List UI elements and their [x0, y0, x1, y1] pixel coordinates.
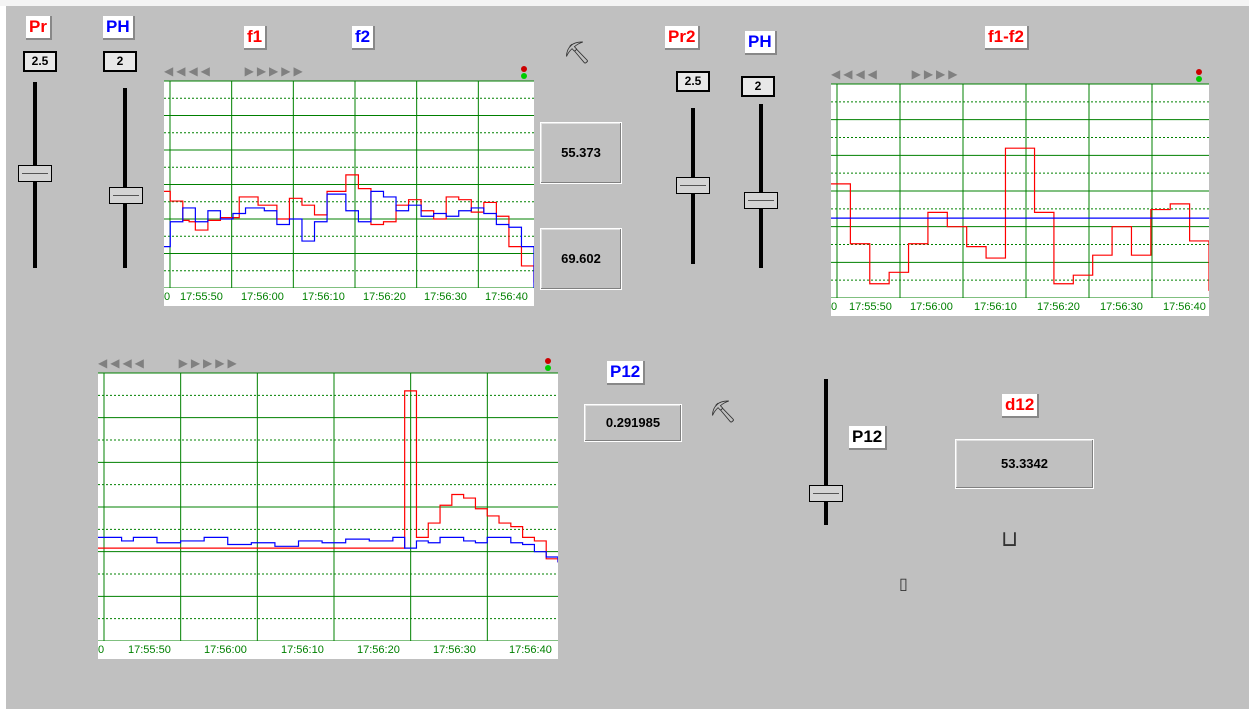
label-f1-f2: f1-f2 [985, 26, 1029, 50]
ph-right-slider-knob[interactable] [744, 192, 778, 209]
trend-f1-minus-f2[interactable]: ◀◀◀◀ ▶▶▶▶ 0 17:55:50 17:56:00 17:56:10 1… [831, 64, 1209, 316]
pr-slider-knob[interactable] [18, 165, 52, 182]
traffic-light-icon [545, 365, 551, 371]
title-bar-strip [0, 0, 1249, 6]
trend-plot [98, 358, 558, 642]
tick-label: 17:56:20 [363, 291, 406, 303]
trend-scrollbar[interactable]: ◀◀◀◀ ▶▶▶▶▶ [98, 353, 558, 373]
time-axis: 0 17:55:50 17:56:00 17:56:10 17:56:20 17… [98, 641, 558, 659]
tick-label: 17:56:10 [281, 644, 324, 656]
red-series-line [831, 147, 1209, 291]
traffic-light-icon [545, 358, 551, 364]
f1-value-display: 55.373 [540, 122, 622, 184]
p12-slider-track[interactable] [824, 379, 828, 525]
tick-label: 17:56:30 [424, 291, 467, 303]
label-p12-blue: P12 [607, 361, 646, 385]
joystick-icon[interactable]: ⛏ [709, 399, 737, 424]
red-series-line [98, 390, 558, 563]
tick-label: 17:56:40 [485, 291, 528, 303]
tick-label: 17:56:20 [1037, 301, 1080, 313]
tick-label: 17:56:40 [1163, 301, 1206, 313]
label-d12: d12 [1002, 394, 1040, 418]
label-p12-black: P12 [849, 426, 888, 450]
time-axis: 0 17:55:50 17:56:00 17:56:10 17:56:20 17… [831, 298, 1209, 316]
label-pr2: Pr2 [665, 26, 701, 50]
p12-slider-knob[interactable] [809, 485, 843, 502]
trend-plot [164, 66, 534, 289]
tick-label: 17:56:30 [433, 644, 476, 656]
ph-left-input[interactable]: 2 [103, 51, 137, 72]
trend-p12[interactable]: ◀◀◀◀ ▶▶▶▶▶ 0 17:55:50 17:56:00 17:56:10 … [98, 353, 558, 659]
tick-label: 0 [831, 301, 838, 313]
pr2-slider-knob[interactable] [676, 177, 710, 194]
label-f2: f2 [352, 26, 376, 50]
tick-label: 17:56:10 [302, 291, 345, 303]
time-axis: 0 17:55:50 17:56:00 17:56:10 17:56:20 17… [164, 288, 534, 306]
trend-scrollbar[interactable]: ◀◀◀◀ ▶▶▶▶▶ [164, 61, 534, 81]
traffic-light-icon [521, 66, 527, 72]
label-pr: Pr [26, 16, 52, 40]
blue-series-line [164, 190, 534, 288]
trend-scrollbar[interactable]: ◀◀◀◀ ▶▶▶▶ [831, 64, 1209, 84]
label-ph-right: PH [745, 31, 777, 55]
ph-left-slider-knob[interactable] [109, 187, 143, 204]
tick-label: 17:55:50 [180, 291, 223, 303]
traffic-light-icon [521, 73, 527, 79]
tick-label: 17:56:00 [910, 301, 953, 313]
tick-label: 17:55:50 [849, 301, 892, 313]
ph-right-input[interactable]: 2 [741, 76, 775, 97]
pr2-input[interactable]: 2.5 [676, 71, 710, 92]
traffic-light-icon [1196, 69, 1202, 75]
p12-value-display: 0.291985 [584, 404, 682, 442]
gripper-icon[interactable]: ⊔ [1001, 526, 1019, 551]
label-f1: f1 [244, 26, 268, 50]
tick-label: 17:56:40 [509, 644, 552, 656]
tick-label: 17:56:10 [974, 301, 1017, 313]
pr-input[interactable]: 2.5 [23, 51, 57, 72]
tick-label: 17:56:00 [241, 291, 284, 303]
label-ph-left: PH [103, 16, 135, 40]
tick-label: 17:56:30 [1100, 301, 1143, 313]
f2-value-display: 69.602 [540, 228, 622, 290]
tick-label: 17:56:20 [357, 644, 400, 656]
ph-left-slider-track[interactable] [123, 88, 127, 268]
trend-plot [831, 69, 1209, 299]
trend-f1-f2[interactable]: ◀◀◀◀ ▶▶▶▶▶ 0 17:55:50 17:56:00 17:56:10 … [164, 61, 534, 306]
tick-label: 0 [164, 291, 171, 303]
joystick-icon[interactable]: ⛏ [563, 40, 591, 65]
traffic-light-icon [1196, 76, 1202, 82]
d12-value-display: 53.3342 [955, 439, 1094, 489]
tick-label: 17:56:00 [204, 644, 247, 656]
tick-label: 0 [98, 644, 105, 656]
blue-series-line [98, 536, 558, 563]
scada-panel: Pr 2.5 PH 2 f1 f2 ◀◀◀◀ ▶▶▶▶▶ 0 17:55:50 … [6, 6, 1249, 709]
eraser-icon[interactable]: ▯ [899, 576, 908, 593]
tick-label: 17:55:50 [128, 644, 171, 656]
ph-right-slider-track[interactable] [759, 104, 763, 268]
